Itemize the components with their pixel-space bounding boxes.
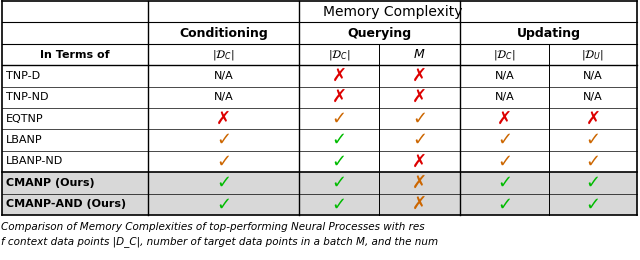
Text: ✗: ✗ <box>332 67 347 85</box>
Text: N/A: N/A <box>214 92 234 102</box>
Text: Updating: Updating <box>516 27 580 40</box>
Text: N/A: N/A <box>583 92 603 102</box>
Text: ✓: ✓ <box>497 153 512 171</box>
Text: ✗: ✗ <box>412 88 427 106</box>
Text: $|\mathcal{D}_U|$: $|\mathcal{D}_U|$ <box>582 48 605 62</box>
Text: ✓: ✓ <box>497 195 512 213</box>
Text: N/A: N/A <box>495 71 515 81</box>
Text: ✓: ✓ <box>216 195 231 213</box>
Text: ✗: ✗ <box>497 110 512 128</box>
Text: ✓: ✓ <box>497 174 512 192</box>
Text: ✓: ✓ <box>412 131 427 149</box>
Text: $|\mathcal{D}_C|$: $|\mathcal{D}_C|$ <box>493 48 516 62</box>
Text: ✓: ✓ <box>216 131 231 149</box>
Text: LBANP-ND: LBANP-ND <box>6 157 63 166</box>
Text: ✗: ✗ <box>332 88 347 106</box>
Text: N/A: N/A <box>214 71 234 81</box>
Text: ✓: ✓ <box>412 110 427 128</box>
Text: ✓: ✓ <box>586 195 600 213</box>
Text: Comparison of Memory Complexities of top-performing Neural Processes with res: Comparison of Memory Complexities of top… <box>1 222 424 232</box>
Text: EQTNP: EQTNP <box>6 114 44 124</box>
Text: ✗: ✗ <box>412 174 427 192</box>
Text: TNP-ND: TNP-ND <box>6 92 49 102</box>
Text: ✓: ✓ <box>586 153 600 171</box>
Text: ✓: ✓ <box>332 174 347 192</box>
Text: Conditioning: Conditioning <box>179 27 268 40</box>
Text: ✓: ✓ <box>586 174 600 192</box>
Text: ✗: ✗ <box>586 110 600 128</box>
Text: ✓: ✓ <box>497 131 512 149</box>
Text: N/A: N/A <box>495 92 515 102</box>
Text: $|\mathcal{D}_C|$: $|\mathcal{D}_C|$ <box>212 48 235 62</box>
Text: In Terms of: In Terms of <box>40 49 110 60</box>
Text: TNP-D: TNP-D <box>6 71 40 81</box>
Text: Memory Complexity: Memory Complexity <box>323 5 462 19</box>
Text: ✗: ✗ <box>216 110 231 128</box>
Text: f context data points |D_C|, number of target data points in a batch M, and the : f context data points |D_C|, number of t… <box>1 237 438 248</box>
Text: ✓: ✓ <box>332 110 347 128</box>
Text: CMANP (Ours): CMANP (Ours) <box>6 178 95 188</box>
Text: $|\mathcal{D}_C|$: $|\mathcal{D}_C|$ <box>328 48 350 62</box>
Text: N/A: N/A <box>583 71 603 81</box>
Text: Querying: Querying <box>348 27 412 40</box>
Text: ✓: ✓ <box>332 131 347 149</box>
Text: $M$: $M$ <box>413 48 426 61</box>
Bar <box>2 194 637 215</box>
Text: ✓: ✓ <box>332 195 347 213</box>
Text: ✓: ✓ <box>332 153 347 171</box>
Text: ✗: ✗ <box>412 153 427 171</box>
Text: ✗: ✗ <box>412 67 427 85</box>
Bar <box>2 172 637 194</box>
Text: ✓: ✓ <box>216 153 231 171</box>
Text: ✗: ✗ <box>412 195 427 213</box>
Text: ✓: ✓ <box>216 174 231 192</box>
Text: CMANP-AND (Ours): CMANP-AND (Ours) <box>6 199 126 209</box>
Text: ✓: ✓ <box>586 131 600 149</box>
Text: LBANP: LBANP <box>6 135 43 145</box>
